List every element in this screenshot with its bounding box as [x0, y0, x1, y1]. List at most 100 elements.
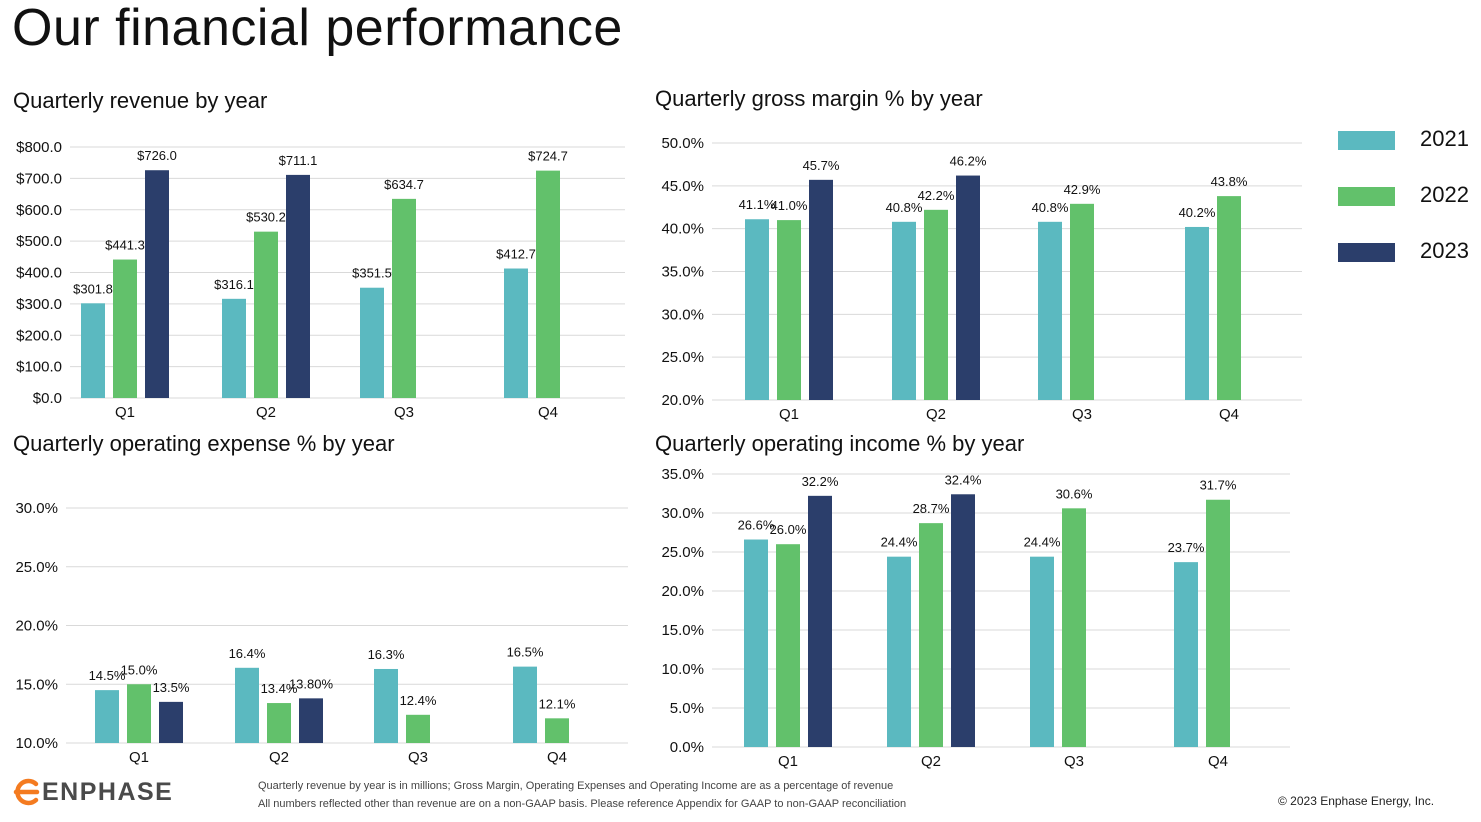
y-tick-label: $100.0 — [16, 359, 62, 376]
y-tick-label: 15.0% — [15, 676, 58, 693]
bar-2021-q1 — [744, 539, 768, 747]
bar-2022-q4 — [1206, 499, 1230, 747]
x-tick-label: Q3 — [1072, 406, 1092, 423]
data-label: 32.4% — [945, 472, 982, 487]
legend-swatch-2022 — [1338, 187, 1395, 206]
bar-2022-q1 — [127, 684, 151, 743]
y-tick-label: 30.0% — [15, 500, 58, 517]
x-tick-label: Q1 — [779, 406, 799, 423]
bar-2022-q3 — [1062, 508, 1086, 747]
x-tick-label: Q2 — [926, 406, 946, 423]
y-tick-label: 50.0% — [661, 135, 704, 152]
bar-2022-q1 — [777, 220, 801, 400]
operating-income-chart-title: Quarterly operating income % by year — [655, 431, 1025, 456]
y-tick-label: 45.0% — [661, 178, 704, 195]
bar-2022-q4 — [545, 718, 569, 743]
gross-margin-chart-title: Quarterly gross margin % by year — [655, 86, 983, 111]
legend-swatch-2023 — [1338, 243, 1395, 262]
legend-item-2023: 2023 — [1338, 238, 1478, 296]
bar-2021-q1 — [745, 219, 769, 400]
data-label: 24.4% — [1024, 535, 1061, 550]
data-label: $724.7 — [528, 149, 568, 164]
footnote-line-2: All numbers reflected other than revenue… — [258, 798, 907, 810]
x-tick-label: Q1 — [778, 753, 798, 770]
bar-2022-q2 — [267, 703, 291, 743]
y-tick-label: 25.0% — [661, 544, 704, 561]
data-label: 16.5% — [507, 645, 544, 660]
legend-swatch-2021 — [1338, 131, 1395, 150]
legend-label-2022: 2022 — [1420, 182, 1469, 207]
footnote: Quarterly revenue by year is in millions… — [258, 777, 906, 813]
data-label: 13.80% — [289, 676, 334, 691]
bar-2023-q2 — [299, 698, 323, 743]
data-label: 28.7% — [913, 501, 950, 516]
data-label: 26.0% — [770, 522, 807, 537]
y-tick-label: 25.0% — [15, 559, 58, 576]
y-tick-label: 20.0% — [15, 618, 58, 635]
y-tick-label: $700.0 — [16, 170, 62, 187]
bar-2021-q2 — [887, 556, 911, 747]
bar-2021-q1 — [81, 303, 105, 398]
legend-label-2021: 2021 — [1420, 126, 1469, 151]
x-tick-label: Q3 — [1064, 753, 1084, 770]
legend-item-2021: 2021 — [1338, 126, 1478, 184]
data-label: 40.2% — [1179, 205, 1216, 220]
data-label: 13.4% — [261, 681, 298, 696]
y-tick-label: 5.0% — [670, 700, 704, 717]
bar-2023-q1 — [145, 170, 169, 398]
data-label: $351.5 — [352, 266, 392, 281]
legend-label-2023: 2023 — [1420, 238, 1469, 263]
data-label: $441.3 — [105, 238, 145, 253]
y-tick-label: 35.0% — [661, 264, 704, 281]
bar-2023-q2 — [951, 494, 975, 747]
y-tick-label: 20.0% — [661, 583, 704, 600]
y-tick-label: $800.0 — [16, 139, 62, 156]
x-tick-label: Q2 — [921, 753, 941, 770]
bar-2021-q2 — [892, 221, 916, 400]
data-label: $711.1 — [279, 153, 318, 168]
bar-2022-q2 — [924, 209, 948, 400]
data-label: 16.3% — [368, 647, 405, 662]
bar-2022-q4 — [1217, 196, 1241, 400]
y-tick-label: $400.0 — [16, 265, 62, 282]
bar-2021-q1 — [95, 690, 119, 743]
y-tick-label: 15.0% — [661, 622, 704, 639]
y-tick-label: 20.0% — [661, 392, 704, 409]
enphase-logo-text: ENPHASE — [42, 778, 174, 806]
data-label: 16.4% — [229, 646, 266, 661]
bar-2021-q2 — [235, 667, 259, 743]
page-title: Our financial performance — [12, 0, 623, 57]
data-label: 40.8% — [886, 200, 923, 215]
x-tick-label: Q3 — [394, 404, 414, 421]
x-tick-label: Q4 — [547, 749, 567, 766]
y-tick-label: $0.0 — [33, 390, 62, 407]
bar-2023-q1 — [809, 179, 833, 400]
data-label: 42.2% — [918, 188, 955, 203]
y-tick-label: $600.0 — [16, 202, 62, 219]
y-tick-label: $300.0 — [16, 296, 62, 313]
data-label: $530.2 — [246, 210, 286, 225]
bar-2023-q1 — [159, 701, 183, 743]
bar-2021-q2 — [222, 298, 246, 398]
bar-2023-q2 — [956, 175, 980, 400]
data-label: $726.0 — [137, 148, 177, 163]
x-tick-label: Q2 — [256, 404, 276, 421]
data-label: 45.7% — [803, 158, 840, 173]
data-label: $412.7 — [496, 247, 536, 262]
bar-2021-q3 — [1038, 221, 1062, 400]
footnote-line-1: Quarterly revenue by year is in millions… — [258, 780, 894, 792]
bar-2021-q4 — [513, 666, 537, 743]
data-label: 12.4% — [400, 693, 437, 708]
bar-2023-q2 — [286, 174, 310, 398]
bar-2022-q3 — [406, 714, 430, 743]
x-tick-label: Q2 — [269, 749, 289, 766]
data-label: 41.0% — [771, 198, 808, 213]
bar-2022-q3 — [392, 198, 416, 398]
y-tick-label: 30.0% — [661, 505, 704, 522]
data-label: 12.1% — [539, 696, 576, 711]
x-tick-label: Q3 — [408, 749, 428, 766]
